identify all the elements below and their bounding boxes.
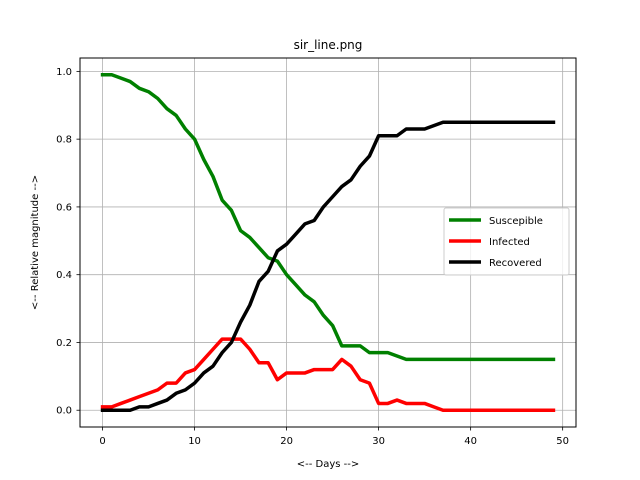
x-tick-label: 30 — [372, 436, 385, 447]
x-tick-label: 10 — [188, 436, 201, 447]
legend-box — [443, 207, 570, 276]
series-line-recovered — [100, 120, 556, 412]
y-tick-label: 0.0 — [56, 406, 72, 417]
legend-label-suscepible: Suscepible — [489, 216, 543, 227]
y-tick-label: 1.0 — [56, 67, 72, 78]
y-tick-label: 0.8 — [56, 135, 72, 146]
x-axis-label: <-- Days --> — [297, 459, 360, 470]
axis-ticks: 0 10 20 30 40 50 0.0 0.2 0.4 0.6 0.8 1.0 — [56, 67, 569, 447]
series-lines — [100, 73, 556, 412]
x-tick-label: 20 — [280, 436, 293, 447]
y-tick-label: 0.2 — [56, 338, 72, 349]
series-line-suscepible — [100, 73, 556, 362]
series-line-infected — [100, 337, 556, 412]
chart-title: sir_line.png — [294, 38, 363, 52]
x-tick-label: 0 — [99, 436, 105, 447]
y-tick-label: 0.4 — [56, 270, 72, 281]
y-tick-label: 0.6 — [56, 202, 72, 213]
legend: Suscepible Infected Recovered — [443, 207, 570, 276]
legend-label-recovered: Recovered — [489, 258, 542, 269]
legend-label-infected: Infected — [489, 237, 530, 248]
y-axis-label: <-- Relative magnitude --> — [30, 175, 41, 310]
plot-frame — [79, 57, 577, 428]
x-tick-label: 50 — [556, 436, 569, 447]
x-tick-label: 40 — [464, 436, 477, 447]
